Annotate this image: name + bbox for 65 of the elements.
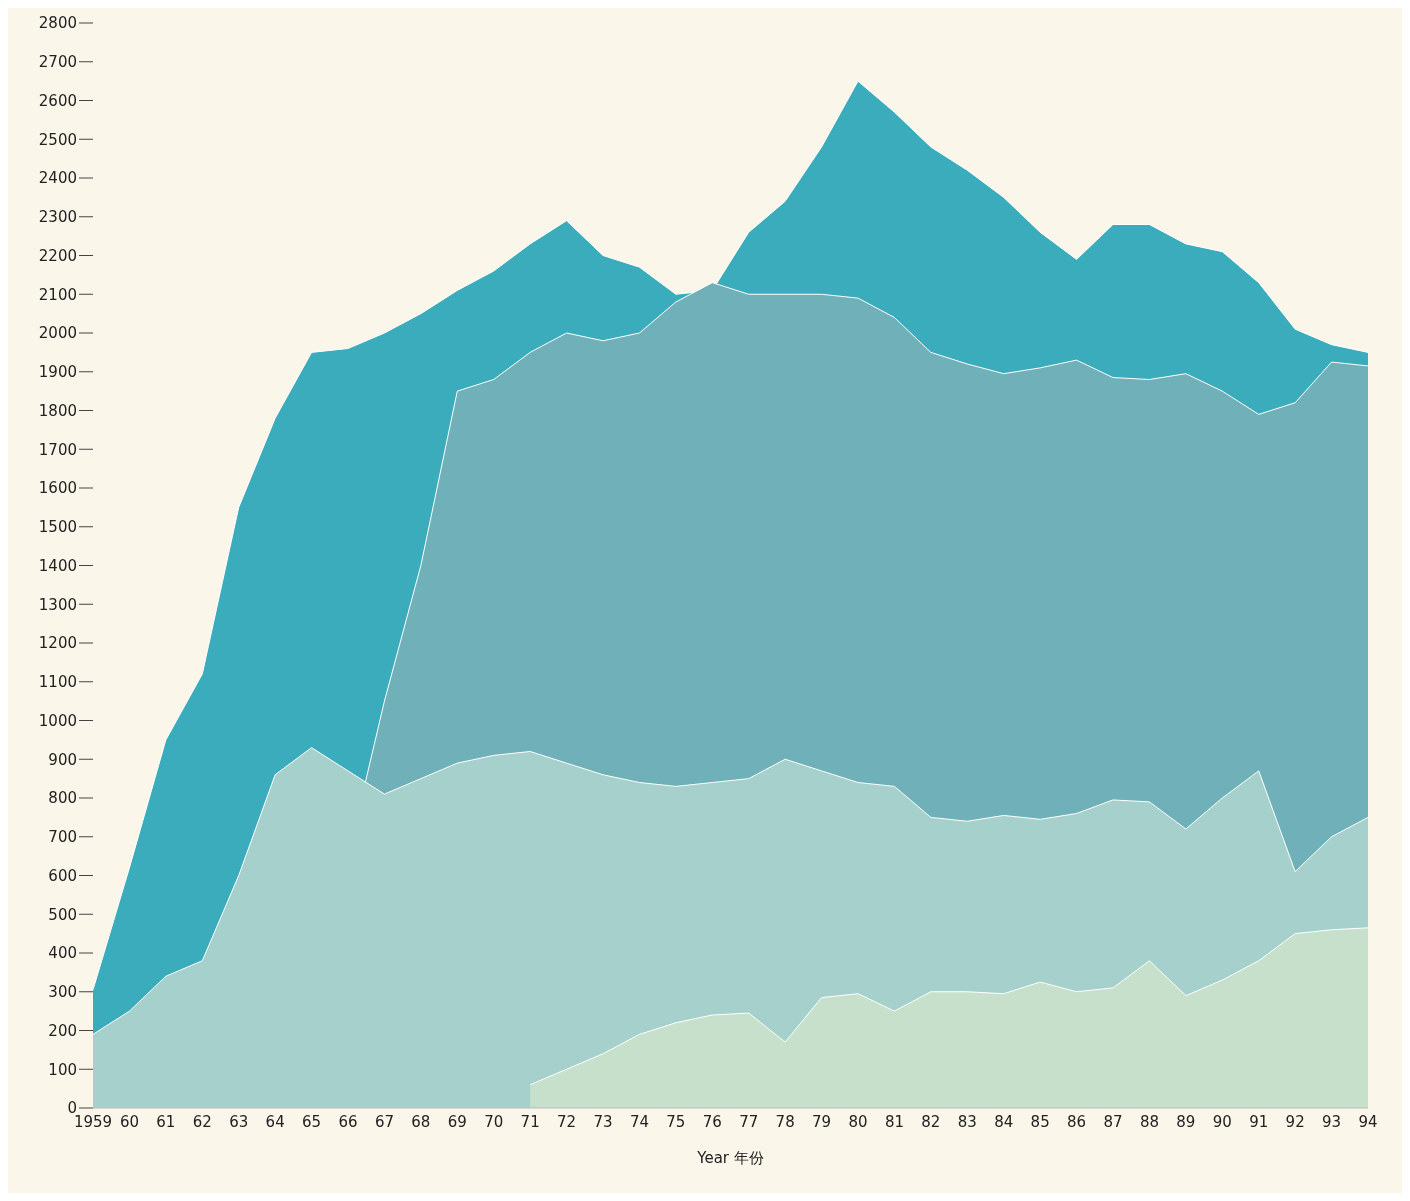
x-tick-label: 63	[229, 1112, 249, 1131]
x-tick-label: 69	[447, 1112, 467, 1131]
y-tick-label: 2700	[38, 53, 77, 72]
x-tick-label: 89	[1176, 1112, 1196, 1131]
x-tick-label: 87	[1103, 1112, 1123, 1131]
x-tick-label: 68	[411, 1112, 431, 1131]
y-tick-label: 1900	[38, 363, 77, 382]
y-tick-label: 2600	[38, 91, 77, 110]
x-tick-label: 88	[1139, 1112, 1159, 1131]
y-tick-label: 1000	[38, 711, 77, 730]
x-tick-label: 84	[994, 1112, 1014, 1131]
y-tick-label: 600	[48, 866, 77, 885]
x-tick-label: 77	[739, 1112, 759, 1131]
x-tick-label: 91	[1249, 1112, 1269, 1131]
x-tick-label: 73	[593, 1112, 613, 1131]
x-tick-label: 83	[957, 1112, 977, 1131]
y-tick-label: 300	[48, 983, 77, 1002]
y-tick-label: 1100	[38, 673, 77, 692]
x-tick-label: 74	[629, 1112, 649, 1131]
y-tick-label: 1700	[38, 440, 77, 459]
x-axis-title: Year 年份	[696, 1149, 764, 1167]
x-tick-label: 64	[265, 1112, 285, 1131]
y-tick-label: 700	[48, 828, 77, 847]
x-tick-label: 75	[666, 1112, 686, 1131]
x-tick-label: 86	[1067, 1112, 1087, 1131]
x-tick-label: 76	[702, 1112, 722, 1131]
x-tick-label: 78	[775, 1112, 795, 1131]
x-tick-label: 61	[156, 1112, 176, 1131]
y-tick-label: 1200	[38, 634, 77, 653]
x-tick-label: 66	[338, 1112, 358, 1131]
y-tick-label: 1800	[38, 401, 77, 420]
x-tick-label: 1959	[73, 1112, 113, 1131]
x-tick-label: 79	[812, 1112, 832, 1131]
y-tick-label: 800	[48, 789, 77, 808]
y-tick-label: 2500	[38, 130, 77, 149]
x-tick-label: 65	[302, 1112, 322, 1131]
x-tick-label: 94	[1358, 1112, 1378, 1131]
y-tick-label: 1400	[38, 556, 77, 575]
y-tick-label: 100	[48, 1060, 77, 1079]
x-tick-label: 60	[119, 1112, 139, 1131]
x-tick-label: 81	[884, 1112, 904, 1131]
x-tick-label: 93	[1322, 1112, 1342, 1131]
y-tick-label: 1500	[38, 518, 77, 537]
x-tick-label: 82	[921, 1112, 941, 1131]
x-tick-label: 92	[1285, 1112, 1305, 1131]
y-tick-label: 2300	[38, 208, 77, 227]
y-tick-label: 2800	[38, 14, 77, 33]
x-tick-label: 80	[848, 1112, 868, 1131]
y-tick-label: 2400	[38, 169, 77, 188]
x-tick-label: 62	[192, 1112, 212, 1131]
y-tick-label: 1600	[38, 479, 77, 498]
y-tick-label: 900	[48, 750, 77, 769]
x-tick-label: 71	[520, 1112, 540, 1131]
y-tick-label: 500	[48, 905, 77, 924]
x-tick-label: 72	[557, 1112, 577, 1131]
x-tick-label: 85	[1030, 1112, 1050, 1131]
x-tick-label: 90	[1212, 1112, 1232, 1131]
y-tick-label: 1300	[38, 595, 77, 614]
y-tick-label: 200	[48, 1021, 77, 1040]
y-tick-label: 2000	[38, 324, 77, 343]
x-tick-label: 70	[484, 1112, 504, 1131]
x-tick-label: 67	[374, 1112, 394, 1131]
y-tick-label: 2100	[38, 285, 77, 304]
y-tick-label: 2200	[38, 246, 77, 265]
y-tick-label: 400	[48, 944, 77, 963]
